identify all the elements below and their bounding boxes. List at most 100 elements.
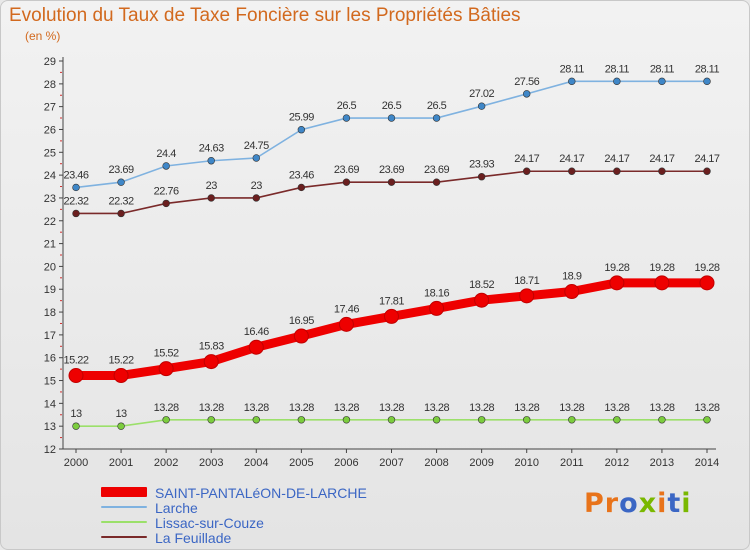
- data-point: [613, 416, 621, 424]
- data-label: 13.28: [559, 402, 584, 414]
- data-label: 28.11: [605, 63, 630, 75]
- data-point: [117, 422, 125, 430]
- series-1: 23.46 23.69 24.4 24.63 24.75 25.99 26.5 26.5 26.…: [63, 63, 720, 192]
- y-tick-label: 24: [44, 170, 56, 182]
- legend-label: Lissac-sur-Couze: [155, 515, 264, 531]
- data-label: 13.28: [199, 402, 224, 414]
- y-tick-label: 17: [44, 330, 56, 342]
- data-point: [387, 416, 396, 424]
- data-point: [613, 77, 621, 86]
- data-point: [387, 114, 396, 122]
- x-tick-label: 2012: [605, 457, 629, 469]
- legend-label: La Feuillade: [155, 530, 232, 546]
- data-label: 26.5: [382, 100, 402, 112]
- data-label: 23: [251, 180, 263, 192]
- data-label: 16.46: [244, 326, 269, 338]
- data-point: [432, 178, 441, 186]
- data-point: [297, 125, 306, 134]
- data-label: 13.28: [334, 402, 359, 414]
- data-label: 19.28: [649, 262, 674, 274]
- data-label: 28.11: [695, 63, 720, 75]
- data-label: 13.28: [244, 402, 269, 414]
- data-point: [248, 339, 264, 355]
- data-label: 22.32: [63, 195, 88, 207]
- data-label: 22.76: [154, 185, 179, 197]
- data-point: [477, 173, 486, 181]
- y-tick-label: 16: [44, 353, 56, 365]
- data-point: [519, 288, 535, 304]
- y-tick-label: 12: [44, 444, 56, 456]
- data-point: [252, 416, 260, 424]
- data-label: 22.32: [109, 195, 134, 207]
- y-tick-label: 28: [44, 79, 56, 91]
- data-label: 13.28: [604, 402, 629, 414]
- y-tick-label: 13: [44, 421, 56, 433]
- axes: 12 13 14 15 16 17 18 19 20 21 22 23 24 25 26 27 28 29 2000…: [44, 56, 719, 469]
- data-label: 16.95: [289, 315, 314, 327]
- data-label: 13: [70, 408, 82, 420]
- logo-letter: i: [657, 488, 668, 519]
- x-tick-label: 2002: [154, 457, 178, 469]
- data-label: 13.28: [469, 402, 494, 414]
- data-label: 13: [115, 408, 127, 420]
- data-point: [477, 416, 486, 424]
- series-2: 13 13 13.28 13.28 13.28 13.28 13.28 13.28 13.28 1…: [70, 402, 720, 430]
- data-label: 13.28: [424, 402, 449, 414]
- y-tick-label: 14: [44, 398, 56, 410]
- data-label: 23.69: [109, 164, 134, 176]
- y-tick-label: 26: [44, 124, 56, 136]
- x-tick-label: 2009: [469, 457, 493, 469]
- data-point: [658, 77, 666, 86]
- data-label: 18.9: [562, 271, 582, 283]
- data-point: [72, 183, 80, 192]
- y-tick-label: 25: [44, 147, 56, 159]
- data-point: [338, 316, 354, 332]
- y-tick-label: 29: [44, 56, 56, 68]
- x-tick-label: 2001: [109, 457, 133, 469]
- data-point: [568, 416, 576, 424]
- y-tick-label: 15: [44, 376, 56, 388]
- x-tick-label: 2013: [650, 457, 674, 469]
- data-label: 23.69: [424, 164, 449, 176]
- data-point: [297, 416, 306, 424]
- data-label: 13.28: [289, 402, 314, 414]
- data-label: 23: [206, 180, 218, 192]
- data-label: 18.16: [424, 287, 449, 299]
- data-point: [613, 167, 621, 175]
- data-point: [703, 416, 711, 424]
- y-tick-label: 23: [44, 193, 56, 205]
- data-point: [387, 178, 396, 186]
- logo-letter: t: [667, 488, 682, 519]
- y-tick-label: 22: [44, 216, 56, 228]
- data-point: [162, 162, 170, 170]
- data-label: 23.69: [334, 164, 359, 176]
- data-point: [523, 416, 531, 424]
- data-label: 15.22: [109, 355, 134, 367]
- data-point: [658, 416, 666, 424]
- data-label: 17.81: [379, 295, 404, 307]
- data-label: 18.71: [514, 275, 539, 287]
- data-label: 24.17: [559, 153, 584, 165]
- data-point: [384, 308, 399, 324]
- data-label: 26.5: [427, 100, 447, 112]
- data-label: 13.28: [694, 402, 719, 414]
- data-point: [342, 178, 351, 186]
- proxiti-logo: Proxiti: [584, 488, 692, 519]
- data-label: 24.4: [156, 148, 176, 160]
- data-point: [609, 275, 625, 291]
- x-tick-label: 2004: [244, 457, 268, 469]
- chart-title: Evolution du Taux de Taxe Foncière sur l…: [9, 5, 521, 26]
- data-label: 27.02: [469, 88, 494, 100]
- data-point: [523, 90, 531, 98]
- data-point: [72, 209, 80, 218]
- data-label: 17.46: [334, 303, 359, 315]
- data-label: 13.28: [514, 402, 539, 414]
- legend-swatch: [101, 506, 147, 508]
- data-point: [117, 178, 125, 186]
- data-point: [203, 354, 219, 370]
- data-label: 27.56: [514, 76, 539, 88]
- data-point: [654, 275, 670, 291]
- data-label: 28.11: [560, 63, 585, 75]
- data-point: [162, 416, 170, 424]
